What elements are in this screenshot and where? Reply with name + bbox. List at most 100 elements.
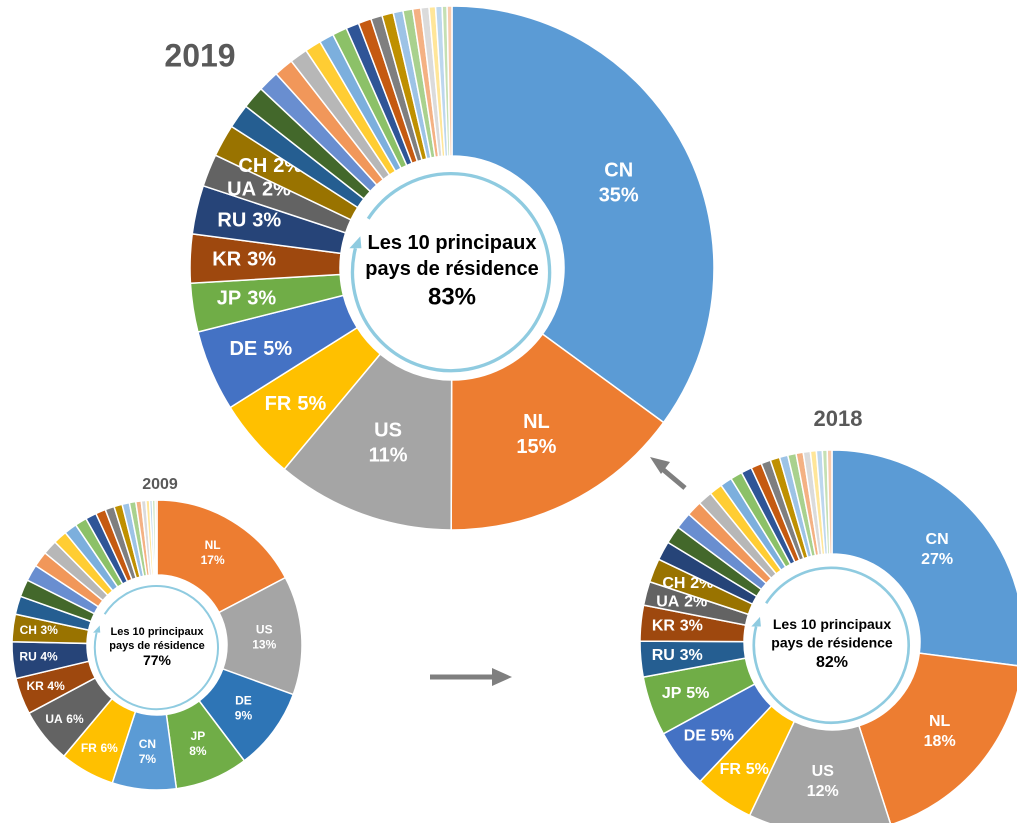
value-label: 3% [680, 647, 703, 664]
category-label: RU [19, 650, 36, 664]
center-line: pays de résidence [109, 640, 204, 652]
category-label: CH [238, 155, 267, 177]
category-label: US [256, 623, 273, 637]
center-value: 82% [816, 654, 848, 671]
value-label: 3% [41, 623, 59, 637]
value-label: 18% [924, 733, 956, 750]
category-label: KR [26, 679, 44, 693]
category-label: CH [20, 623, 37, 637]
center-arrowhead [751, 616, 761, 627]
value-label: 8% [189, 744, 207, 758]
value-label: 5% [263, 338, 292, 360]
category-label: NL [205, 538, 221, 552]
slice [858, 652, 1017, 823]
value-label: 4% [47, 679, 65, 693]
category-label: KR [652, 618, 676, 635]
value-label: 6% [100, 741, 118, 755]
slice-label: KR 3% [652, 618, 703, 635]
slice [446, 5, 453, 157]
category-label: UA [656, 594, 680, 611]
slice-label: JP 5% [662, 685, 710, 702]
slice-label: JP 3% [217, 288, 277, 310]
category-label: FR [81, 741, 97, 755]
category-label: CN [139, 737, 156, 751]
value-label: 9% [235, 709, 253, 723]
value-label: 35% [599, 185, 639, 207]
value-label: 15% [516, 436, 556, 458]
slice-label: KR 4% [26, 679, 65, 693]
slice-label: UA 6% [45, 712, 84, 726]
title: 2019 [164, 37, 235, 73]
category-label: UA [227, 179, 256, 201]
arrow-right [430, 668, 512, 686]
slice-label: RU 3% [652, 647, 703, 664]
slice-label: RU 4% [19, 650, 58, 664]
center-line: Les 10 principaux [111, 626, 205, 638]
center-text: Les 10 principaux pays de résidence [109, 626, 204, 652]
value-label: 3% [252, 210, 281, 232]
slice-label: DE 9% [235, 694, 253, 723]
category-label: CH [662, 575, 685, 592]
slice-label: US 13% [252, 623, 276, 652]
title: 2018 [814, 406, 863, 431]
category-label: FR [720, 761, 742, 778]
slice-label: FR 5% [265, 393, 327, 415]
value-label: 7% [139, 752, 157, 766]
slice-label: FR 5% [720, 761, 769, 778]
slice [283, 352, 453, 531]
value-label: 13% [252, 638, 276, 652]
category-label: JP [662, 685, 682, 702]
value-label: 6% [66, 712, 84, 726]
slice-label: DE 5% [229, 338, 292, 360]
slice [831, 449, 1017, 667]
slice-label: CN 7% [139, 737, 157, 766]
center-value: 77% [143, 652, 172, 668]
slice [154, 499, 158, 576]
center-arrowhead [349, 236, 362, 249]
slice-label: DE 5% [684, 728, 734, 745]
category-label: UA [45, 712, 63, 726]
center-line: Les 10 principaux [368, 232, 537, 254]
slice-label: US 11% [369, 420, 408, 467]
category-label: US [374, 420, 402, 442]
value-label: 5% [686, 685, 709, 702]
slice-label: JP 8% [189, 729, 207, 758]
category-label: CN [926, 531, 949, 548]
category-label: CN [604, 160, 633, 182]
arrow-up-left [650, 457, 687, 490]
center-arrow [752, 566, 911, 725]
center-arrow [93, 585, 219, 711]
slice-label: KR 3% [212, 249, 276, 271]
value-label: 3% [247, 288, 276, 310]
slice-label: FR 6% [81, 741, 118, 755]
center-line: Les 10 principaux [773, 616, 891, 632]
center-line: pays de résidence [771, 634, 893, 650]
value-label: 12% [807, 783, 839, 800]
value-label: 4% [40, 650, 58, 664]
value-label: 3% [247, 249, 276, 271]
slice [451, 5, 715, 424]
slice [826, 449, 833, 555]
value-label: 5% [746, 761, 769, 778]
category-label: NL [929, 713, 951, 730]
category-label: DE [235, 694, 252, 708]
center-arrow [350, 171, 552, 373]
value-label: 3% [680, 618, 703, 635]
slice-label: NL 18% [924, 713, 956, 750]
slice-label: NL 17% [201, 538, 225, 567]
center-arrowhead [93, 625, 101, 633]
category-label: RU [652, 647, 675, 664]
category-label: JP [217, 288, 241, 310]
center-text: Les 10 principaux pays de résidence [771, 616, 893, 650]
center-value: 83% [428, 283, 476, 310]
category-label: JP [191, 729, 206, 743]
category-label: FR [265, 393, 292, 415]
center-text: Les 10 principaux pays de résidence [365, 232, 538, 280]
category-label: KR [212, 249, 241, 271]
slice-label: CH 3% [20, 623, 59, 637]
value-label: 27% [921, 551, 953, 568]
slice [156, 499, 287, 614]
category-label: NL [523, 411, 550, 433]
category-label: RU [217, 210, 246, 232]
